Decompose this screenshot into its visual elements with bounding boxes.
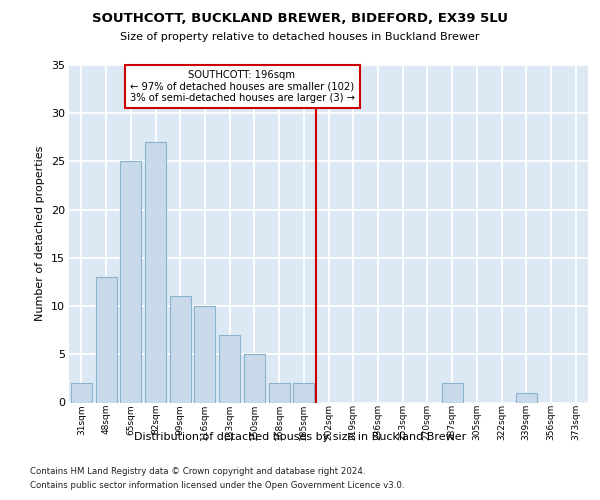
Y-axis label: Number of detached properties: Number of detached properties [35, 146, 45, 322]
Bar [120, 162, 141, 402]
Text: Size of property relative to detached houses in Buckland Brewer: Size of property relative to detached ho… [120, 32, 480, 42]
Bar [219, 335, 240, 402]
Bar [442, 383, 463, 402]
Bar [95, 277, 116, 402]
Bar [170, 296, 191, 403]
Bar [71, 383, 92, 402]
Bar [293, 383, 314, 402]
Text: Contains public sector information licensed under the Open Government Licence v3: Contains public sector information licen… [30, 481, 404, 490]
Bar [194, 306, 215, 402]
Text: SOUTHCOTT, BUCKLAND BREWER, BIDEFORD, EX39 5LU: SOUTHCOTT, BUCKLAND BREWER, BIDEFORD, EX… [92, 12, 508, 26]
Text: Contains HM Land Registry data © Crown copyright and database right 2024.: Contains HM Land Registry data © Crown c… [30, 468, 365, 476]
Bar [516, 393, 537, 402]
Bar [244, 354, 265, 403]
Bar [145, 142, 166, 403]
Text: SOUTHCOTT: 196sqm
← 97% of detached houses are smaller (102)
3% of semi-detached: SOUTHCOTT: 196sqm ← 97% of detached hous… [130, 70, 355, 103]
Text: Distribution of detached houses by size in Buckland Brewer: Distribution of detached houses by size … [134, 432, 466, 442]
Bar [269, 383, 290, 402]
